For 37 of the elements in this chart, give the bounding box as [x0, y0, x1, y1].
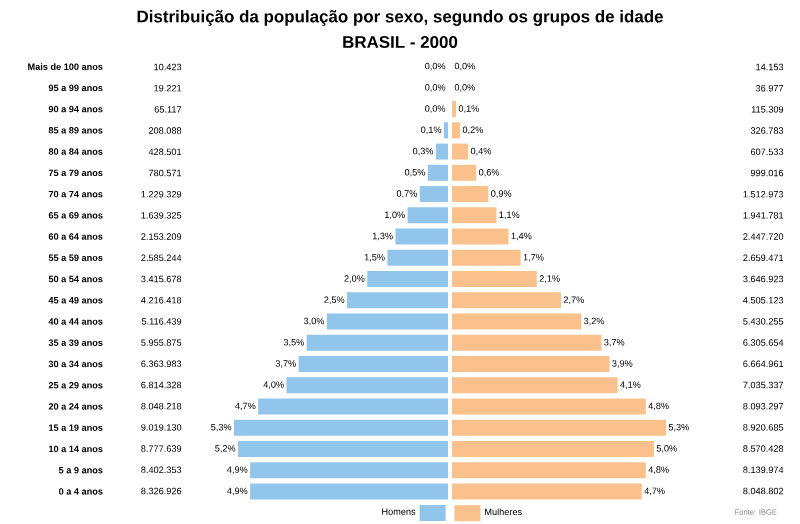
bar — [452, 355, 610, 372]
bar — [452, 334, 602, 351]
bar — [452, 292, 562, 309]
bar — [233, 419, 448, 436]
bar — [452, 186, 489, 203]
chart-subtitle: BRASIL - 2000 — [343, 36, 458, 48]
bar — [452, 271, 537, 288]
bar — [258, 398, 448, 415]
bar — [326, 313, 448, 330]
bar — [452, 462, 646, 479]
bar — [238, 440, 448, 457]
bar — [435, 143, 448, 160]
bar — [298, 355, 448, 372]
bar — [452, 419, 666, 436]
bar — [250, 483, 448, 500]
bar — [250, 462, 448, 479]
bar — [419, 186, 448, 203]
bar — [452, 249, 521, 266]
bar — [452, 313, 582, 330]
chart-title: Distribuição da população por sexo, segundo os grupos de idade — [137, 10, 663, 26]
bar — [452, 143, 469, 160]
bar — [452, 377, 618, 394]
bar — [452, 228, 509, 245]
bar — [395, 228, 448, 245]
bar — [407, 207, 448, 224]
bar — [306, 334, 448, 351]
bar — [387, 249, 448, 266]
bar — [452, 398, 646, 415]
bar — [367, 271, 448, 288]
bar — [452, 483, 642, 500]
bar — [452, 440, 654, 457]
bar — [427, 164, 448, 181]
bar — [452, 122, 461, 139]
bar — [452, 164, 477, 181]
bar — [286, 377, 448, 394]
bar — [347, 292, 448, 309]
bar — [452, 207, 497, 224]
